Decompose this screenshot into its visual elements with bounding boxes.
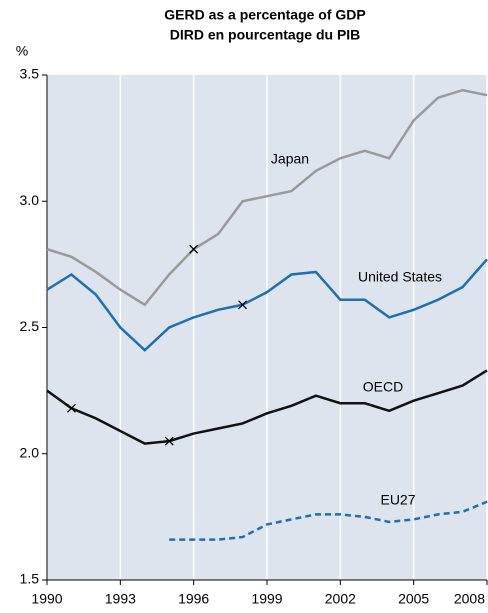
x-tick-label: 2005 [398,591,429,607]
y-tick-label: 2.0 [20,444,40,460]
y-axis-label: % [16,43,28,59]
x-tick-label: 1993 [105,591,136,607]
point-marker [66,403,76,413]
series-line [46,369,488,445]
series-line [169,500,488,541]
series-label: United States [358,269,442,285]
point-marker [164,436,174,446]
y-tick-label: 3.0 [20,192,40,208]
series-label: OECD [363,379,403,395]
series-line [46,88,488,307]
x-tick-label: 1999 [251,591,282,607]
series-label: EU27 [380,492,415,508]
chart-title: GERD as a percentage of GDP [164,7,366,23]
y-tick-label: 2.5 [20,318,40,334]
y-tick-label: 3.5 [20,66,40,82]
x-tick-label: 1996 [178,591,209,607]
x-tick-label: 2002 [325,591,356,607]
chart-subtitle: DIRD en pourcentage du PIB [170,27,361,43]
series-label: Japan [271,151,309,167]
point-marker [189,244,199,254]
x-tick-label: 1990 [31,591,62,607]
series-line [46,258,488,352]
x-tick-label: 2008 [454,591,485,607]
y-tick-label: 1.5 [20,571,40,587]
point-marker [238,300,248,310]
